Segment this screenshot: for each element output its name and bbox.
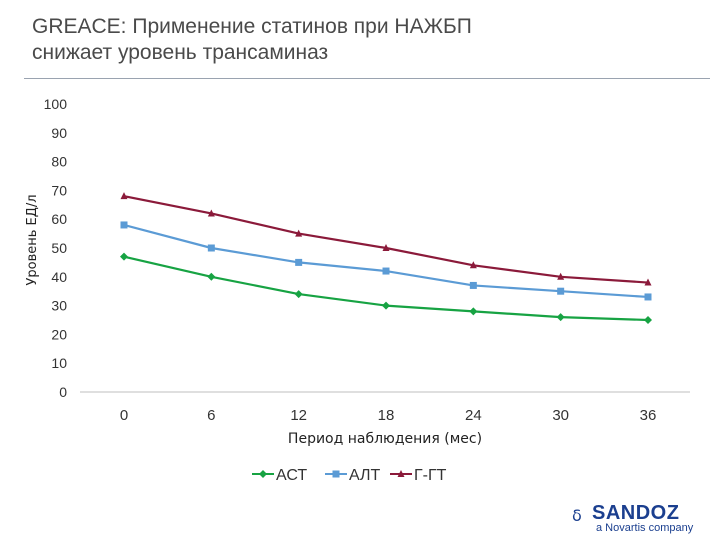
x-tick-label: 18: [378, 407, 395, 424]
data-point: [120, 252, 128, 261]
legend-swatch-marker: [332, 470, 340, 478]
legend-label: Г-ГТ: [414, 467, 447, 484]
y-tick-label: 70: [51, 182, 67, 198]
transaminase-line-chart: 0 10 20 30 40 50 60 70 80 90 100 0 6 12 18 24 30 36 Период…: [25, 96, 690, 484]
sandoz-logo-text: SANDOZ: [592, 502, 680, 524]
y-tick-label: 30: [51, 298, 67, 314]
x-tick-label: 24: [465, 407, 482, 424]
series-line: [123, 223, 649, 299]
y-tick-label: 10: [51, 355, 67, 371]
legend-swatch-marker: [397, 470, 405, 477]
data-point: [295, 258, 303, 266]
x-tick-label: 6: [207, 407, 215, 424]
data-point: [294, 290, 303, 299]
x-tick-label: 12: [290, 407, 307, 424]
sandoz-logo: ẟ SANDOZ a Novartis company: [572, 500, 702, 536]
data-point: [557, 287, 565, 295]
data-point: [557, 272, 565, 280]
data-point: [469, 307, 478, 316]
y-tick-label: 90: [51, 125, 67, 141]
data-point: [644, 316, 652, 324]
data-point: [382, 267, 390, 275]
data-point: [382, 301, 390, 310]
data-point: [644, 293, 652, 301]
slide-title: GREACE: Применение статинов при НАЖБП сн…: [32, 14, 672, 66]
data-point: [469, 281, 477, 289]
y-tick-label: 0: [59, 384, 67, 400]
x-axis-title: Период наблюдения (мес): [288, 431, 482, 447]
y-tick-label: 80: [51, 154, 67, 170]
data-point: [120, 221, 128, 229]
title-divider: [24, 78, 710, 79]
data-point: [120, 192, 128, 200]
data-point: [295, 229, 303, 237]
y-tick-label: 40: [51, 269, 67, 285]
y-tick-label: 100: [44, 96, 68, 112]
slide-title-line-2: снижает уровень трансаминаз: [32, 41, 329, 64]
x-tick-label: 0: [120, 407, 128, 424]
sandoz-logo-icon: ẟ: [572, 506, 582, 525]
data-point: [207, 272, 216, 281]
x-tick-label: 36: [640, 407, 657, 424]
data-point: [469, 261, 477, 269]
legend-swatch-marker: [259, 470, 267, 478]
data-point: [556, 313, 565, 322]
legend-label: АЛТ: [349, 467, 381, 484]
series-line: [123, 255, 649, 322]
data-point: [207, 209, 215, 217]
legend-label: АСТ: [276, 467, 307, 484]
slide-title-line-1: GREACE: Применение статинов при НАЖБП: [32, 15, 472, 38]
data-point: [207, 244, 215, 252]
data-point: [644, 278, 652, 286]
x-tick-label: 30: [552, 407, 569, 424]
y-tick-label: 20: [51, 326, 67, 342]
y-axis-title: Уровень ЕД/л: [25, 194, 40, 285]
y-tick-label: 50: [51, 240, 67, 256]
sandoz-logo-tagline: a Novartis company: [596, 522, 694, 534]
y-tick-label: 60: [51, 211, 67, 227]
data-point: [382, 244, 390, 251]
